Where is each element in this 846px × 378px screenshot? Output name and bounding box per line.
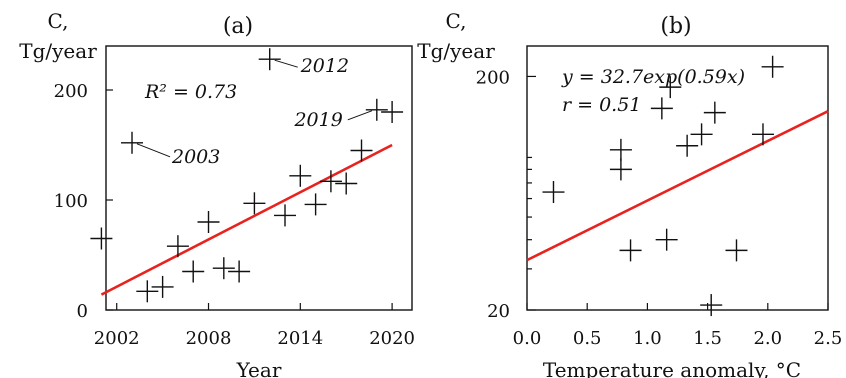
panel-a-x-tick-label: 2008 <box>186 328 232 349</box>
panel-b-data-point <box>676 134 699 157</box>
panel-b-data-point <box>609 158 632 181</box>
panel-a-data-point <box>365 98 388 121</box>
panel-b-data-point <box>542 181 565 204</box>
panel-a-y-ticks: 0 100 200 <box>54 81 113 322</box>
panel-b-x-tick-label: 0.5 <box>573 328 602 349</box>
panel-a-x-tick-label: 2002 <box>94 328 140 349</box>
panel-a-data-point <box>350 139 373 162</box>
panel-a-points <box>90 48 404 303</box>
panel-a-x-tick-label: 2020 <box>369 328 415 349</box>
panel-b-data-point <box>659 76 682 99</box>
panel-a-data-point <box>274 204 297 227</box>
panel-b-fit-segment <box>526 110 829 262</box>
panel-b-equation-annotation: y = 32.7exp(0.59x) <box>561 66 745 88</box>
panel-b-x-tick-label: 2.5 <box>814 328 843 349</box>
panel-b-plot-frame <box>526 45 829 311</box>
panel-a-y-tick-label: 100 <box>54 191 88 212</box>
panel-a-year-label: 2019 <box>293 109 342 131</box>
panel-b-data-point <box>703 101 726 124</box>
panel-b-data-point <box>700 294 723 317</box>
panel-a-data-point <box>304 193 327 216</box>
panel-a-r2-annotation: R² = 0.73 <box>144 81 237 103</box>
panel-b-data-point <box>609 138 632 161</box>
panel-b-data-point <box>751 123 774 146</box>
panel-a-data-point <box>90 227 113 250</box>
panel-b-data-point <box>690 123 713 146</box>
panel-a-xlabel: Year <box>236 358 282 378</box>
panel-a-data-point <box>151 275 174 298</box>
panel-a-y-tick-label: 200 <box>54 81 88 102</box>
panel-a-title: (a) <box>223 14 253 39</box>
panel-a-x-ticks: 2002 2008 2014 2020 <box>94 303 415 349</box>
panel-b-data-point <box>725 239 748 262</box>
panel-a-leader-line <box>136 143 171 158</box>
panel-a-y-tick-label: 0 <box>77 301 88 322</box>
panel-a-year-labels: 2003 2012 2019 <box>136 55 372 168</box>
panel-a-data-point <box>197 211 220 233</box>
panel-a-data-point <box>335 172 358 195</box>
panel-a-year-label: 2012 <box>300 55 349 77</box>
panel-b-title: (b) <box>660 14 691 39</box>
panel-a-data-point <box>212 257 235 280</box>
panel-b-x-tick-label: 1.5 <box>693 328 722 349</box>
panel-a-data-point <box>121 131 144 154</box>
panel-a-data-point <box>243 192 266 215</box>
panel-b-y-tick-label: 20 <box>487 301 510 322</box>
panel-b-data-point <box>619 239 642 262</box>
panel-a-data-point <box>289 164 312 187</box>
panel-a-fit-line <box>100 143 393 296</box>
panel-a-data-point <box>381 101 404 123</box>
panel-a-data-point <box>228 260 251 283</box>
panel-b-r-annotation: r = 0.51 <box>562 94 641 116</box>
panel-b-x-tick-label: 2.0 <box>753 328 782 349</box>
panel-a-data-point <box>182 260 205 283</box>
panel-b-ylabel-line2: Tg/year <box>417 39 495 63</box>
panel-b: (b) C, Tg/year Temperature anomaly, °C y… <box>417 9 842 378</box>
panel-a-fit-segment <box>100 143 393 296</box>
panel-a-data-point <box>166 235 189 258</box>
panel-a-data-point <box>319 170 342 193</box>
panel-b-data-point <box>650 97 673 120</box>
panel-b-x-tick-label: 0.0 <box>513 328 542 349</box>
panel-b-data-point <box>655 228 678 251</box>
panel-b-xlabel: Temperature anomaly, °C <box>543 358 801 378</box>
panel-a-leader-line <box>274 59 298 68</box>
panel-a-year-label: 2003 <box>171 146 220 168</box>
panel-b-fit-line <box>526 110 829 262</box>
panel-b-y-ticks: 20 200 <box>476 67 536 322</box>
panel-a-leader-line <box>347 110 372 121</box>
panel-a-x-tick-label: 2014 <box>277 328 323 349</box>
panel-a-ylabel-line2: Tg/year <box>19 39 97 63</box>
panel-a: (a) C, Tg/year Year R² = 0.73 2002 2008 20… <box>19 9 415 378</box>
panel-b-x-ticks: 0.0 0.5 1.0 1.5 2.0 2.5 <box>513 303 843 349</box>
panel-a-ylabel-line1: C, <box>48 9 69 33</box>
panel-b-ylabel-line1: C, <box>446 9 467 33</box>
panel-b-x-tick-label: 1.0 <box>633 328 662 349</box>
panel-a-plot-frame <box>105 45 413 311</box>
panel-b-points <box>542 55 784 317</box>
panel-a-data-point <box>258 48 281 71</box>
panel-b-y-tick-label: 200 <box>476 67 510 88</box>
panel-a-data-point <box>136 280 159 303</box>
panel-b-data-point <box>761 55 784 78</box>
